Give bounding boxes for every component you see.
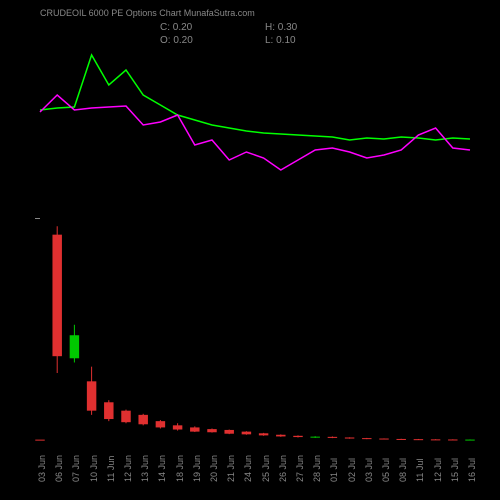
x-axis-label: 26 Jun <box>278 455 288 482</box>
x-axis-label: 14 Jun <box>157 455 167 482</box>
x-axis-label: 15 Jul <box>450 458 460 482</box>
x-axis-label: 25 Jun <box>261 455 271 482</box>
x-axis-label: 11 Jun <box>106 456 116 482</box>
candlestick-series <box>35 226 474 440</box>
x-axis-label: 28 Jun <box>312 455 322 482</box>
x-axis-label: 02 Jul <box>347 458 357 482</box>
x-axis-label: 07 Jun <box>71 455 81 482</box>
x-axis-label: 11 Jul <box>415 459 425 482</box>
x-axis-label: 21 Jun <box>226 455 236 482</box>
x-axis-label: 03 Jun <box>37 455 47 482</box>
x-axis-label: 24 Jun <box>243 455 253 482</box>
x-axis-label: 06 Jun <box>54 455 64 482</box>
x-axis-label: 03 Jul <box>364 458 374 482</box>
x-axis-label: 19 Jun <box>192 455 202 482</box>
x-axis-label: 12 Jun <box>123 455 133 482</box>
indicator-lines <box>40 55 470 170</box>
x-axis-label: 18 Jun <box>175 455 185 482</box>
y-tick <box>35 218 40 219</box>
x-axis-label: 27 Jun <box>295 455 305 482</box>
x-axis-label: 05 Jul <box>381 458 391 482</box>
x-axis-label: 08 Jul <box>398 458 408 482</box>
x-axis-label: 13 Jun <box>140 455 150 482</box>
x-axis-label: 01 Jul <box>329 458 339 482</box>
x-axis-label: 12 Jul <box>433 458 443 482</box>
x-axis-label: 16 Jul <box>467 458 477 482</box>
x-axis-label: 20 Jun <box>209 455 219 482</box>
chart-svg <box>0 0 500 500</box>
chart-container: { "title_text": "CRUDEOIL 6000 PE Option… <box>0 0 500 500</box>
x-axis-label: 10 Jun <box>89 455 99 482</box>
